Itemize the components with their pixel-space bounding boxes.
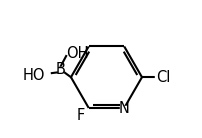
Text: B: B	[56, 62, 66, 77]
Text: HO: HO	[22, 68, 45, 83]
Text: F: F	[76, 108, 85, 123]
Text: Cl: Cl	[156, 70, 170, 85]
Bar	[58, 67, 63, 72]
Text: OH: OH	[66, 46, 89, 61]
Bar	[120, 106, 128, 112]
Text: N: N	[119, 101, 130, 116]
Bar	[78, 113, 83, 118]
Bar	[155, 75, 163, 80]
